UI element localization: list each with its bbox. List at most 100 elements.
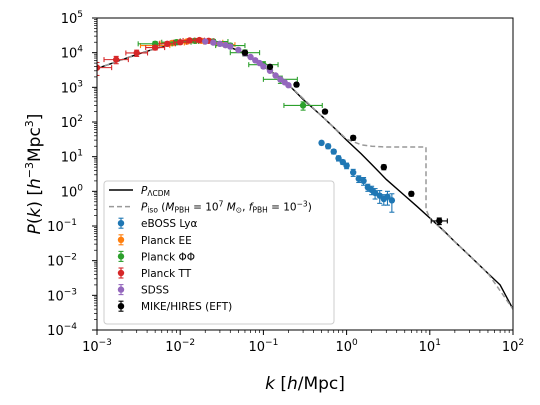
eboss-ly-marker (388, 197, 396, 204)
sdss-point (272, 72, 279, 79)
legend-label: SDSS (141, 285, 169, 297)
sdss-point (216, 40, 224, 48)
y-tick-label: 101 (61, 149, 83, 166)
piso-curve (97, 40, 513, 310)
eboss-ly-marker (318, 139, 325, 147)
planck-tt-point (173, 39, 188, 46)
eboss-ly-marker (355, 175, 362, 182)
planck-tt-point (182, 37, 197, 44)
legend-item: Planck TT (117, 267, 192, 280)
y-tick-label: 10−4 (47, 322, 77, 339)
sdss-point (227, 43, 234, 50)
planck-tt-point (125, 49, 149, 57)
y-tick-label: 104 (61, 45, 84, 62)
sdss-marker (260, 63, 267, 70)
legend-item: MIKE/HIRES (EFT) (117, 300, 232, 313)
mike-hires-eft-point (349, 134, 357, 142)
eboss-ly-point (360, 176, 367, 186)
planck-tt-marker (177, 39, 184, 46)
y-tick-label: 100 (61, 183, 84, 200)
legend-item: Planck EE (117, 234, 192, 247)
sdss-marker (247, 53, 254, 61)
x-tick-label: 101 (419, 338, 441, 355)
y-tick-label: 10−2 (47, 253, 77, 270)
planck-tt-marker (151, 44, 159, 51)
sdss-point (235, 46, 242, 54)
legend-label: Piso (MPBH = 107 M⊙, fPBH = 10−3) (141, 200, 312, 215)
legend-box (103, 180, 335, 325)
mike-hires-eft-marker (266, 63, 274, 71)
sdss-marker (202, 38, 209, 45)
legend-marker-swatch (117, 286, 125, 293)
planck-point (283, 101, 323, 111)
y-tick-label: 102 (61, 114, 83, 131)
eboss-ly-point (318, 139, 325, 147)
mike-hires-eft-marker (241, 49, 249, 56)
data-points (97, 36, 448, 226)
planck-tt-point (145, 44, 166, 51)
y-tick-label: 105 (61, 10, 83, 27)
eboss-ly-point (343, 162, 350, 170)
y-tick-label: 10−3 (47, 287, 77, 304)
legend-item: eBOSS Lyα (117, 217, 198, 230)
mike-hires-eft-point (430, 217, 448, 226)
plot-frame (96, 17, 514, 331)
sdss-marker (210, 39, 217, 46)
legend-label: eBOSS Lyα (141, 218, 198, 230)
planck-marker (299, 102, 307, 109)
mike-hires-eft-marker (408, 190, 415, 197)
eboss-ly-point (355, 175, 362, 184)
planck-tt-marker (196, 36, 203, 44)
legend-marker-swatch (117, 269, 125, 277)
legend-label: Planck TT (141, 268, 192, 280)
eboss-ly-point (384, 190, 391, 206)
mike-hires-eft-point (266, 63, 274, 71)
mike-hires-eft-point (380, 163, 388, 171)
planck-tt-marker (164, 40, 171, 48)
mike-hires-eft-point (408, 190, 415, 197)
eboss-ly-marker (330, 148, 337, 155)
eboss-ly-marker (335, 155, 342, 162)
y-axis-label: P(k) [h−3Mpc3] (23, 114, 45, 235)
x-axis-label: k [h/Mpc] (265, 374, 345, 394)
eboss-ly-point (388, 193, 396, 213)
eboss-ly-point (349, 168, 357, 177)
legend-marker-swatch (117, 236, 125, 243)
mike-hires-eft-point (293, 81, 300, 88)
mike-hires-eft-point (321, 108, 329, 115)
sdss-marker (222, 41, 229, 49)
planck-tt-marker (133, 49, 140, 57)
y-tick-label: 10−1 (47, 218, 77, 235)
x-tick-label: 10−2 (165, 338, 195, 355)
sdss-point (260, 63, 267, 70)
sdss-marker (272, 72, 279, 79)
planck-tt-marker (112, 56, 120, 63)
legend-marker-swatch (117, 220, 125, 227)
legend-item: Planck ΦΦ (117, 250, 195, 263)
planck-tt-point (103, 55, 129, 65)
planck-tt-point (97, 61, 113, 77)
eboss-ly-marker (384, 193, 391, 200)
eboss-ly-point (371, 188, 379, 200)
sdss-marker (216, 40, 224, 48)
sdss-marker (235, 46, 242, 54)
sdss-point (202, 38, 209, 45)
legend-marker-swatch (117, 303, 125, 310)
eboss-ly-point (330, 148, 337, 155)
legend-item: SDSS (117, 284, 169, 297)
eboss-ly-marker (360, 177, 367, 185)
legend-item: Piso (MPBH = 107 M⊙, fPBH = 10−3) (109, 200, 312, 215)
legend-label: PΛCDM (141, 185, 170, 198)
legend-label: Planck ΦΦ (141, 251, 195, 263)
planck-tt-marker (186, 37, 193, 44)
sdss-marker (285, 82, 292, 89)
y-tick-label: 103 (61, 79, 83, 96)
eboss-ly-marker (349, 169, 357, 176)
eboss-ly-marker (343, 162, 350, 169)
mike-hires-eft-marker (293, 81, 300, 88)
mike-hires-eft-marker (436, 217, 443, 225)
x-tick-label: 10−3 (82, 338, 112, 355)
x-tick-label: 102 (502, 338, 524, 355)
sdss-point (210, 39, 217, 46)
